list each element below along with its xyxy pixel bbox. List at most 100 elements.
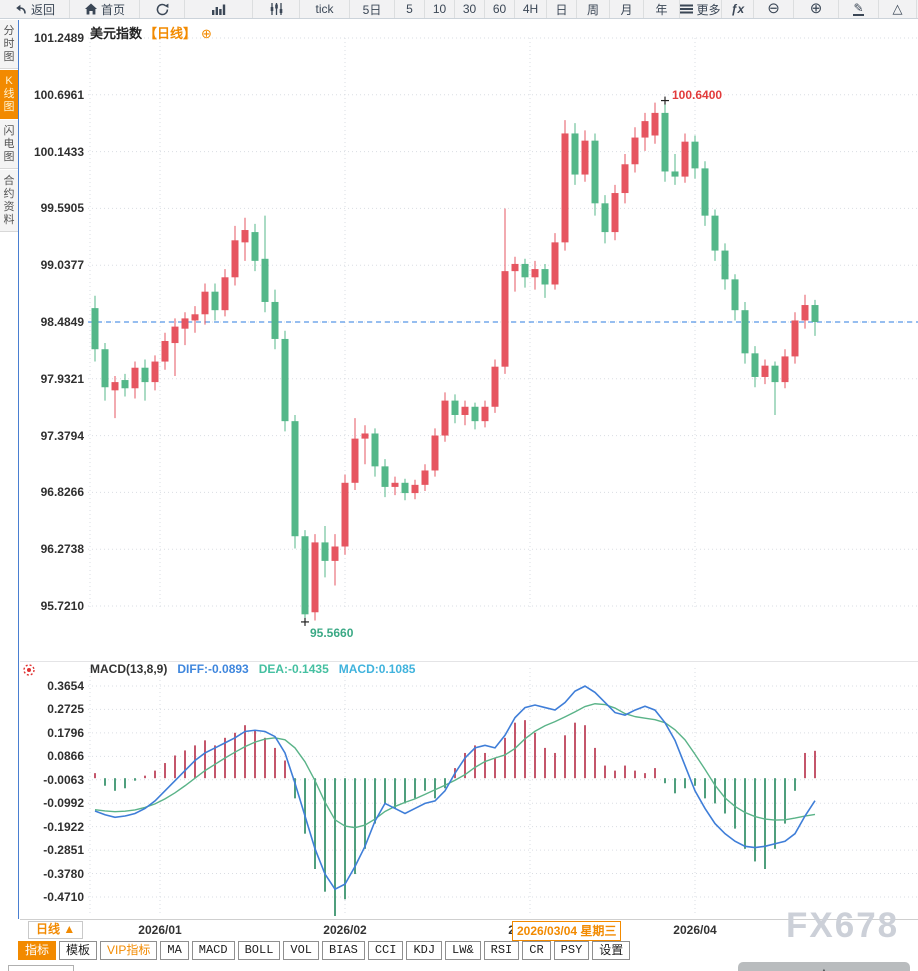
price-axis-label: 100.6961 (33, 87, 84, 102)
tab-boll[interactable]: BOLL (237, 941, 281, 960)
toolbar-back-label: 返回 (30, 2, 55, 17)
toolbar-more-label: 更多 (696, 2, 721, 17)
macd-axis-label: 0.2725 (47, 702, 84, 717)
toolbar-back-button[interactable]: 返回 (0, 0, 70, 18)
symbol-name: 美元指数 (90, 26, 143, 41)
tab-macd[interactable]: MACD (191, 941, 235, 960)
period-selector[interactable]: 日线 ▲ (28, 921, 84, 939)
price-axis-label: 97.9321 (40, 371, 84, 386)
tab-cci[interactable]: CCI (367, 941, 404, 960)
top-toolbar: 返回 首页 tick 5日 5 10 30 60 4H 日 周 月 年 更多 ƒx ⊖ ⊕ ✎ △ (0, 0, 918, 19)
macd-axis-label: -0.4710 (43, 890, 84, 904)
toolbar-period-4h-label: 4H (522, 2, 539, 16)
macd-diff-value: DIFF:-0.0893 (177, 662, 249, 676)
macd-axis-label: -0.2851 (43, 843, 84, 858)
toolbar-period-30-button[interactable]: 30 (455, 0, 485, 18)
x-axis: 日线 ▲ 2026/03/04 星期三 2026/01 2026/02 2026/0… (20, 919, 918, 941)
tab-ma[interactable]: MA (160, 941, 189, 960)
sidebar-item-flash-chart[interactable]: 闪电图 (0, 120, 18, 169)
toolbar-period-60-button[interactable]: 60 (485, 0, 515, 18)
sidebar-item-time-chart[interactable]: 分时图 (0, 20, 18, 69)
brand-watermark: FX678 (786, 906, 900, 945)
toolbar-period-year-label: 年 (655, 2, 668, 17)
chart-title: 美元指数 【日线】 ⊕ (90, 23, 212, 42)
toolbar-draw-icon[interactable]: ✎ (839, 0, 879, 18)
low-annotation: 95.5660 (310, 625, 354, 640)
macd-axis-label: -0.0992 (43, 796, 84, 811)
chart-canvas[interactable]: 美元指数 【日线】 ⊕ 100.6400 95.5660 MACD(13,8,9) … (20, 20, 918, 945)
sidebar-item-contract-info[interactable]: 合约资料 (0, 170, 18, 232)
toolbar-period-week-button[interactable]: 周 (577, 0, 610, 18)
panel-separator (20, 661, 918, 662)
toolbar-period-week-label: 周 (586, 2, 599, 17)
tab-cr[interactable]: CR (522, 941, 551, 960)
collapse-panel-button[interactable]: ▲ (738, 962, 910, 971)
tab-indicator[interactable]: 指标 (18, 941, 57, 960)
toolbar-period-60-label: 60 (492, 2, 507, 16)
toolbar-period-tick-button[interactable]: tick (300, 0, 350, 18)
toolbar-period-day-label: 日 (555, 2, 568, 17)
macd-axis-label: 0.0866 (47, 749, 84, 764)
indicator-settings-icon[interactable] (22, 663, 36, 682)
toolbar-period-5d-label: 5日 (362, 2, 382, 17)
sidebar-item-label: 分时图 (3, 25, 15, 63)
toolbar-period-5d-button[interactable]: 5日 (350, 0, 395, 18)
toolbar-period-tick-label: tick (315, 2, 334, 16)
toolbar-home-button[interactable]: 首页 (70, 0, 140, 18)
price-axis-label: 95.7210 (40, 599, 84, 613)
price-axis-label: 100.1433 (33, 144, 84, 159)
macd-axis-label: -0.0063 (43, 772, 84, 787)
x-axis-tick: 2026/04 (673, 923, 717, 937)
tab-template[interactable]: 模板 (59, 941, 98, 960)
toolbar-kline-style-icon[interactable] (253, 0, 300, 18)
tab-vol[interactable]: VOL (283, 941, 320, 960)
toolbar-period-month-button[interactable]: 月 (610, 0, 644, 18)
tab-settings[interactable]: 设置 (592, 941, 631, 960)
clipped-bottom-tab (8, 965, 74, 971)
toolbar-period-10-label: 10 (432, 2, 447, 16)
tab-rsi[interactable]: RSI (483, 941, 520, 960)
toolbar-zoom-in-icon[interactable]: ⊕ (794, 0, 839, 18)
price-axis-label: 99.5905 (40, 201, 84, 216)
toolbar-refresh-icon[interactable] (140, 0, 185, 18)
macd-axis-label: 0.3654 (47, 679, 84, 693)
toolbar-period-day-button[interactable]: 日 (547, 0, 577, 18)
price-and-macd-chart (88, 37, 918, 916)
tab-psy[interactable]: PSY (553, 941, 590, 960)
price-axis-label: 96.2738 (40, 542, 84, 557)
tab-lw[interactable]: LW& (445, 941, 481, 960)
macd-name: MACD(13,8,9) (90, 662, 168, 676)
price-axis-label: 99.0377 (40, 258, 84, 273)
toolbar-zoom-out-icon[interactable]: ⊖ (754, 0, 794, 18)
sidebar-item-label: 合约资料 (3, 175, 15, 226)
x-axis-tick: 2026/01 (138, 923, 182, 937)
toolbar-period-10-button[interactable]: 10 (425, 0, 455, 18)
sidebar-item-label: K线图 (3, 75, 15, 113)
toolbar-period-5-label: 5 (406, 2, 413, 16)
toolbar-period-year-button[interactable]: 年 (644, 0, 680, 18)
up-triangle-icon: ▲ (819, 966, 829, 971)
toolbar-fx-indicator-icon[interactable]: ƒx (722, 0, 754, 18)
price-axis-label: 97.3794 (40, 428, 84, 443)
x-axis-tick: 2026/02 (323, 923, 367, 937)
tab-vip-indicator[interactable]: VIP指标 (100, 941, 158, 960)
price-axis-label: 96.8266 (40, 485, 84, 500)
macd-header: MACD(13,8,9) DIFF:-0.0893 DEA:-0.1435 MA… (90, 662, 415, 676)
macd-dea-value: DEA:-0.1435 (258, 662, 329, 676)
tab-bias[interactable]: BIAS (322, 941, 365, 960)
toolbar-more-button[interactable]: 更多 (680, 0, 722, 18)
toolbar-period-month-label: 月 (620, 2, 633, 17)
toolbar-period-4h-button[interactable]: 4H (515, 0, 547, 18)
macd-axis-label: 0.1796 (47, 725, 84, 740)
sidebar-item-kline-chart[interactable]: K线图 (0, 70, 18, 119)
macd-axis-label: -0.1922 (43, 819, 84, 834)
macd-hist-value: MACD:0.1085 (338, 662, 416, 676)
expand-icon[interactable]: ⊕ (201, 26, 212, 41)
toolbar-period-5-button[interactable]: 5 (395, 0, 425, 18)
toolbar-chart-type-icon[interactable] (185, 0, 253, 18)
left-sidebar: 分时图 K线图闪电图合约资料 (0, 20, 19, 919)
indicator-tabs: 指标 模板 VIP指标 MA MACD BOLL VOL BIAS CCI KDJ LW& RSI CR… (18, 941, 631, 960)
price-axis-label: 98.4849 (40, 315, 84, 329)
toolbar-shapes-icon[interactable]: △ (879, 0, 917, 18)
tab-kdj[interactable]: KDJ (406, 941, 443, 960)
